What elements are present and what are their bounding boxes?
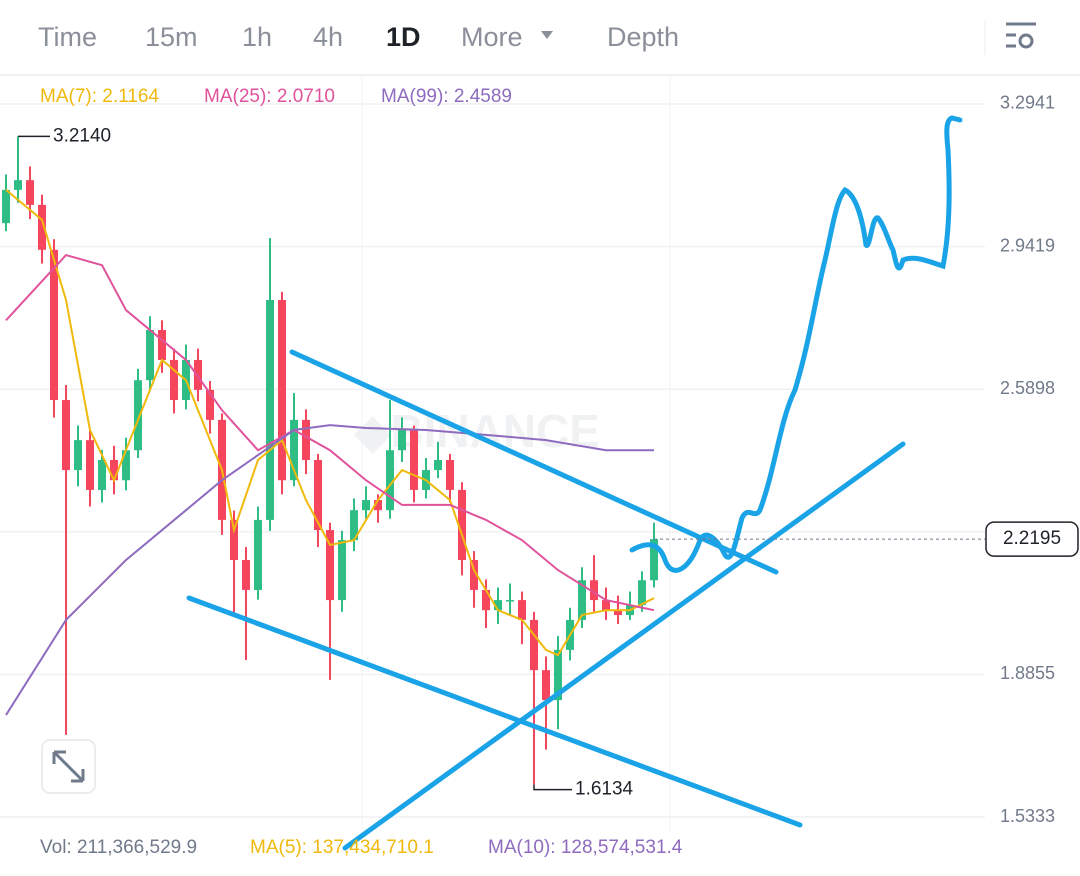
candle-body xyxy=(254,519,262,590)
candle-body xyxy=(302,419,310,460)
candle-body xyxy=(458,489,466,560)
drawn-lines xyxy=(186,115,963,851)
candle-body xyxy=(638,580,646,605)
ma-legend: MA(99): 2.4589 xyxy=(381,86,512,107)
y-tick-label: 1.8855 xyxy=(1000,663,1055,683)
candle-body xyxy=(134,380,142,451)
candle-body xyxy=(290,419,298,481)
expand-icon xyxy=(52,750,85,783)
candle-body xyxy=(338,540,346,601)
candle-body xyxy=(98,459,106,490)
volume-legend: MA(5): 137,434,710.1 xyxy=(250,837,434,858)
candle-body xyxy=(50,249,58,401)
low-label: 1.6134 xyxy=(575,779,634,800)
candle-body xyxy=(206,389,214,420)
candle-body xyxy=(26,180,34,205)
candle-body xyxy=(62,400,70,471)
volume-legend: MA(10): 128,574,531.4 xyxy=(488,837,683,858)
tab[interactable]: 4h xyxy=(313,22,343,52)
y-tick-label: 3.2941 xyxy=(1000,93,1055,113)
high-label: 3.2140 xyxy=(53,125,111,146)
candle-body xyxy=(518,600,526,620)
tab[interactable]: 1h xyxy=(242,22,272,52)
ma-line xyxy=(5,189,655,657)
candle-body xyxy=(434,459,442,471)
last-price-label: 2.2195 xyxy=(1003,528,1061,549)
candle-body xyxy=(194,359,202,390)
tab[interactable]: 15m xyxy=(145,22,198,52)
ma-legend: MA(7): 2.1164 xyxy=(40,86,159,107)
candle-body xyxy=(494,600,502,611)
y-tick-label: 1.5333 xyxy=(1000,806,1055,826)
y-tick-label: 2.9419 xyxy=(1000,235,1055,255)
candle-body xyxy=(578,580,586,620)
tab[interactable]: 1D xyxy=(386,22,421,52)
candle-body xyxy=(38,204,46,250)
watermark: ◆BINANCE xyxy=(354,405,600,457)
candle-body xyxy=(242,559,250,590)
tab[interactable]: Depth xyxy=(607,22,679,52)
candle-body xyxy=(386,450,394,511)
candle-body xyxy=(86,440,94,490)
candle-body xyxy=(122,450,130,481)
candle-body xyxy=(482,589,490,611)
candle-body xyxy=(110,459,118,481)
tab[interactable]: Time xyxy=(38,22,97,52)
candle-body xyxy=(470,559,478,590)
candle-body xyxy=(590,580,598,601)
candle-body xyxy=(374,500,382,511)
candle-body xyxy=(602,600,610,611)
candle-body xyxy=(266,300,274,520)
ma-line xyxy=(5,424,654,716)
candle-body xyxy=(410,430,418,490)
candle-body xyxy=(554,649,562,701)
candle-body xyxy=(350,510,358,541)
candle-body xyxy=(146,329,154,381)
candle-body xyxy=(2,189,10,224)
settings-icon[interactable] xyxy=(1006,22,1036,49)
ma-line xyxy=(5,253,655,612)
y-tick-label: 2.5898 xyxy=(1000,378,1055,398)
candle-body xyxy=(446,459,454,490)
candle-body xyxy=(158,329,166,360)
candle-body xyxy=(530,619,538,671)
candle-body xyxy=(542,670,550,701)
candle-body xyxy=(230,519,238,560)
tab[interactable]: More xyxy=(461,22,523,52)
candle-body xyxy=(278,300,286,481)
candle-body xyxy=(362,500,370,511)
ma-legend: MA(25): 2.0710 xyxy=(204,86,335,107)
candle-body xyxy=(14,180,22,190)
candle-body xyxy=(170,359,178,401)
candle-body xyxy=(326,530,334,601)
candle-body xyxy=(314,459,322,531)
last-price-box xyxy=(985,521,1079,557)
candle-body xyxy=(614,610,622,616)
volume-legend: Vol: 211,366,529.9 xyxy=(40,837,197,858)
low-pointer xyxy=(533,784,572,791)
dropdown-caret xyxy=(541,31,553,39)
candle-body xyxy=(398,430,406,451)
candle-body xyxy=(650,539,658,581)
candle-body xyxy=(74,440,82,471)
candle-body xyxy=(506,600,514,602)
